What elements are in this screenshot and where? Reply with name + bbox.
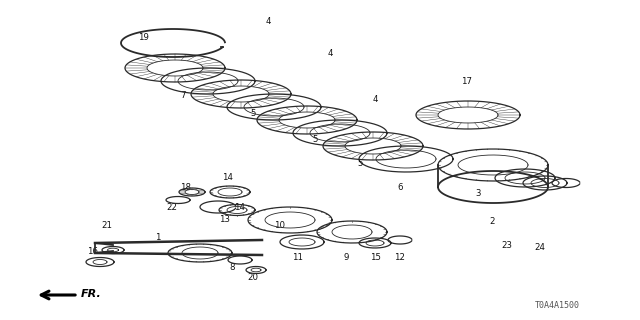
Text: 3: 3 — [476, 188, 481, 197]
Text: 5: 5 — [250, 108, 256, 117]
Text: 24: 24 — [534, 243, 545, 252]
Text: 4: 4 — [265, 18, 271, 27]
Text: 11: 11 — [292, 253, 303, 262]
Text: 13: 13 — [220, 215, 230, 225]
Text: 22: 22 — [166, 204, 177, 212]
Text: 14: 14 — [234, 203, 246, 212]
Text: 21: 21 — [102, 221, 113, 230]
Text: 16: 16 — [88, 247, 99, 257]
Text: 17: 17 — [461, 77, 472, 86]
Text: 19: 19 — [138, 33, 148, 42]
Text: 10: 10 — [275, 221, 285, 230]
Text: 12: 12 — [394, 252, 406, 261]
Text: 4: 4 — [327, 49, 333, 58]
Text: 1: 1 — [156, 234, 161, 243]
Text: 5: 5 — [312, 135, 317, 145]
Text: 4: 4 — [372, 94, 378, 103]
Text: 18: 18 — [180, 182, 191, 191]
Text: 23: 23 — [502, 242, 513, 251]
Text: 6: 6 — [397, 183, 403, 193]
Text: 20: 20 — [248, 274, 259, 283]
Text: 7: 7 — [180, 91, 186, 100]
Text: 5: 5 — [357, 158, 363, 167]
Text: T0A4A1500: T0A4A1500 — [535, 301, 580, 310]
Text: 2: 2 — [489, 218, 495, 227]
Text: 14: 14 — [223, 173, 234, 182]
Text: FR.: FR. — [81, 289, 102, 299]
Text: 9: 9 — [343, 253, 349, 262]
Text: 8: 8 — [229, 263, 235, 273]
Text: 15: 15 — [371, 253, 381, 262]
